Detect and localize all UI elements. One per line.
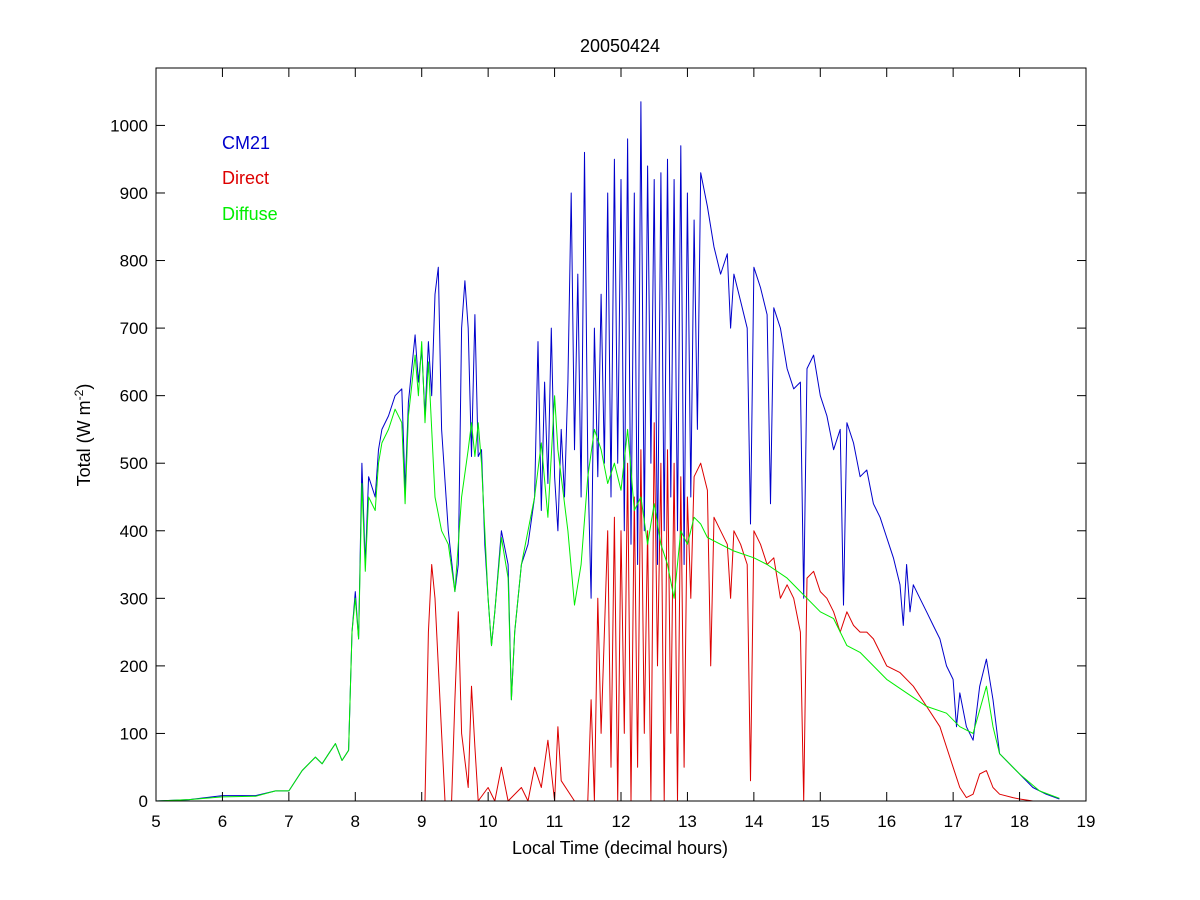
- x-tick-label: 18: [1010, 812, 1029, 831]
- y-tick-label: 200: [120, 657, 148, 676]
- x-tick-label: 14: [744, 812, 763, 831]
- tick-layer: 5 6 7 8 9 10 11 12 13 14 15 16 17 18 19 0 100 200 300 400 50…: [110, 68, 1095, 831]
- y-tick-label: 900: [120, 184, 148, 203]
- legend-diffuse: Diffuse: [222, 204, 278, 224]
- x-tick-label: 15: [811, 812, 830, 831]
- y-tick-label: 400: [120, 522, 148, 541]
- x-tick-label: 7: [284, 812, 293, 831]
- plot-frame: [155, 67, 1087, 802]
- legend: CM21 Direct Diffuse: [222, 133, 278, 224]
- x-tick-label: 11: [546, 812, 564, 831]
- y-tick-label: 300: [120, 589, 148, 608]
- x-tick-label: 8: [351, 812, 360, 831]
- legend-cm21: CM21: [222, 133, 270, 153]
- y-tick-label: 0: [139, 792, 148, 811]
- series-line-diffuse: [155, 341, 1060, 802]
- series-layer: [155, 101, 1060, 802]
- y-tick-label: 100: [120, 724, 148, 743]
- y-tick-label: 1000: [110, 116, 148, 135]
- x-tick-label: 13: [678, 812, 697, 831]
- x-tick-label: 16: [877, 812, 896, 831]
- y-tick-label: 800: [120, 252, 148, 271]
- y-tick-label: 600: [120, 387, 148, 406]
- y-tick-label: 500: [120, 454, 148, 473]
- y-axis-label: Total (W m-2): [72, 384, 94, 487]
- x-tick-label: 19: [1077, 812, 1096, 831]
- series-line-cm21: [155, 101, 1060, 802]
- x-tick-label: 5: [151, 812, 160, 831]
- x-axis-label: Local Time (decimal hours): [512, 838, 728, 858]
- y-tick-label: 700: [120, 319, 148, 338]
- x-tick-label: 9: [417, 812, 426, 831]
- series-line-direct: [156, 422, 1033, 802]
- x-tick-label: 6: [218, 812, 227, 831]
- x-tick-label: 12: [612, 812, 631, 831]
- legend-direct: Direct: [222, 168, 269, 188]
- x-tick-label: 10: [479, 812, 498, 831]
- chart-title: 20050424: [580, 36, 660, 56]
- x-tick-label: 17: [944, 812, 963, 831]
